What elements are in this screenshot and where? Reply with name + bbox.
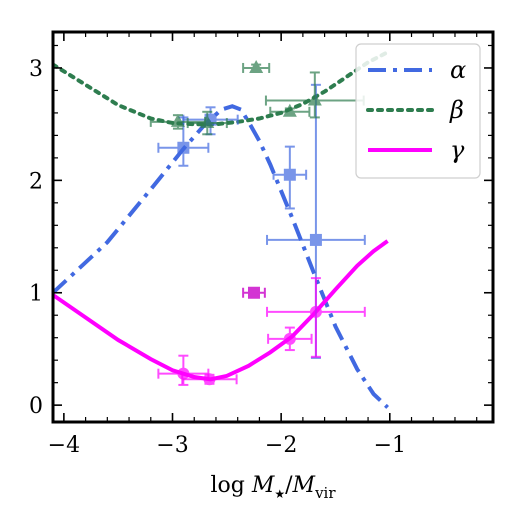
data-point	[269, 103, 311, 117]
xlabel-m2: M	[292, 473, 316, 498]
square-marker	[283, 168, 296, 181]
circle-marker	[309, 305, 322, 318]
y-tick-label: 2	[29, 169, 43, 194]
x-tick-label: −3	[156, 433, 188, 458]
data-point	[242, 286, 266, 299]
series-line	[53, 239, 389, 382]
x-tick-label: −1	[374, 433, 406, 458]
series-line	[53, 104, 389, 409]
axis-ticks: −4 −3 −2 −1 0 1 2 3	[29, 32, 493, 458]
legend: αβγ	[355, 43, 481, 179]
data-point	[157, 354, 210, 386]
square-marker	[247, 286, 260, 299]
legend-label: α	[450, 56, 466, 84]
data-point	[272, 145, 308, 210]
xlabel-slash: /	[285, 473, 293, 498]
x-tick-label: −4	[48, 433, 80, 458]
data-point	[149, 113, 207, 130]
xlabel-prefix: log	[210, 473, 251, 498]
xlabel-sub2: vir	[314, 484, 336, 502]
series-line	[53, 50, 390, 127]
data-point	[264, 71, 365, 119]
data-point	[242, 59, 271, 73]
triangle-marker	[200, 115, 215, 129]
data-point	[266, 277, 366, 358]
plot-frame	[51, 30, 495, 424]
triangle-marker	[282, 103, 297, 117]
data-point	[181, 373, 238, 386]
square-marker	[177, 141, 190, 154]
model-curves	[53, 50, 390, 409]
x-axis-label: log M★/Mvir	[210, 473, 336, 502]
legend-label: β	[449, 96, 464, 124]
triangle-marker	[307, 92, 322, 106]
legend-label: γ	[450, 136, 465, 164]
triangle-marker	[170, 113, 185, 127]
data-point	[267, 326, 313, 352]
data-points	[149, 59, 366, 386]
xlabel-sub1: ★	[274, 487, 285, 501]
x-tick-label: −2	[265, 433, 297, 458]
y-tick-label: 1	[29, 282, 43, 307]
circle-marker	[283, 332, 296, 345]
triangle-marker	[249, 59, 264, 73]
data-point	[186, 110, 228, 136]
y-tick-label: 3	[29, 57, 43, 82]
circle-marker	[177, 367, 190, 380]
circle-marker	[203, 373, 216, 386]
y-tick-label: 0	[29, 394, 43, 419]
xlabel-m1: M	[251, 473, 275, 498]
square-marker	[309, 233, 322, 246]
